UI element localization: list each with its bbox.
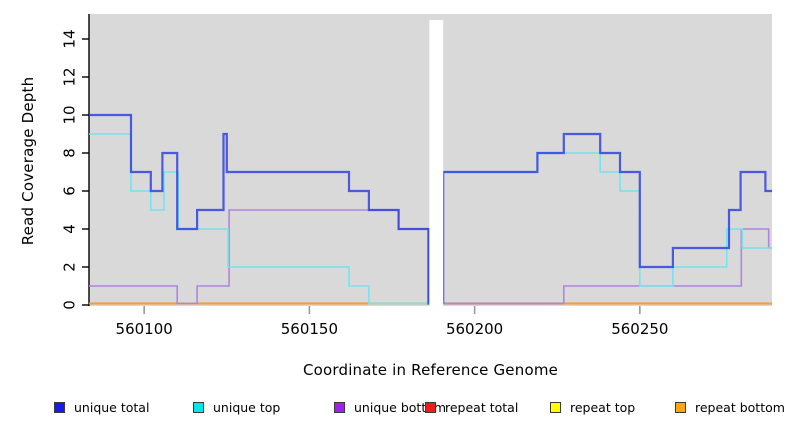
x-axis-label: Coordinate in Reference Genome (302, 361, 559, 379)
y-tick-label: 4 (61, 224, 79, 234)
legend-swatch-repeat-top (550, 402, 561, 413)
y-tick-label: 10 (61, 105, 79, 124)
legend-label: unique top (213, 400, 281, 415)
legend-swatch-repeat-bottom (675, 402, 686, 413)
legend-item-unique-top: unique top (193, 400, 280, 415)
y-tick-label: 6 (61, 186, 79, 196)
legend: unique total unique top unique bottom repea… (0, 400, 792, 424)
legend-item-unique-total: unique total (54, 400, 149, 415)
legend-label: repeat bottom (695, 400, 785, 415)
y-tick-label: 8 (61, 148, 79, 158)
x-tick-label: 560100 (116, 320, 173, 338)
legend-item-repeat-bottom: repeat bottom (675, 400, 785, 415)
legend-item-repeat-top: repeat top (550, 400, 635, 415)
legend-swatch-unique-total (54, 402, 65, 413)
y-tick-label: 0 (61, 300, 79, 310)
legend-item-repeat-total: repeat total (425, 400, 518, 415)
x-tick-label: 560150 (281, 320, 338, 338)
legend-label: unique total (74, 400, 150, 415)
legend-item-unique-bottom: unique bottom (334, 400, 446, 415)
legend-label: repeat total (445, 400, 519, 415)
y-tick-label: 12 (61, 67, 79, 86)
legend-label: unique bottom (354, 400, 447, 415)
legend-swatch-unique-top (193, 402, 204, 413)
legend-swatch-unique-bottom (334, 402, 345, 413)
y-tick-label: 14 (61, 29, 79, 48)
legend-label: repeat top (570, 400, 636, 415)
y-tick-label: 2 (61, 262, 79, 272)
x-tick-label: 560250 (611, 320, 668, 338)
series-path-unique-total (89, 113, 430, 305)
legend-swatch-repeat-total (425, 402, 436, 413)
no-data-gap (429, 20, 444, 306)
series-path-unique-total (442, 132, 772, 304)
x-tick-label: 560200 (446, 320, 503, 338)
y-axis-label: Read Coverage Depth (19, 76, 37, 246)
series-path-unique-bottom (443, 228, 772, 305)
